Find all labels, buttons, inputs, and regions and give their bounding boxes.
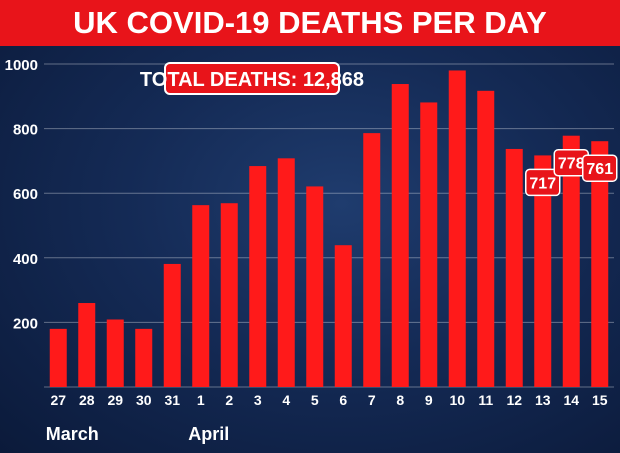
x-tick-label: 12: [506, 392, 522, 408]
total-deaths-box: [164, 62, 340, 95]
x-tick-label: 13: [535, 392, 551, 408]
x-tick-label: 11: [478, 392, 493, 408]
month-label: March: [46, 424, 99, 444]
x-tick-label: 27: [50, 392, 66, 408]
data-label: 778: [558, 156, 585, 173]
y-tick-label: 200: [13, 315, 38, 332]
x-tick-label: 4: [282, 392, 290, 408]
x-axis-tick-labels: 27 28 29 30 31 1 2 3 4 5 6 7 8 9 10 11 12 13 14 15: [50, 392, 607, 408]
x-tick-label: 1: [197, 392, 205, 408]
bar: [420, 102, 438, 387]
x-tick-label: 3: [254, 392, 262, 408]
total-deaths-text: TOTAL DEATHS: 12,868: [140, 69, 364, 91]
bar: [391, 84, 409, 387]
bar: [334, 245, 352, 387]
total-deaths-annotation: TOTAL DEATHS: 12,868: [140, 62, 364, 95]
x-tick-label: 7: [368, 392, 376, 408]
grid-lines: [44, 63, 614, 388]
bar: [135, 328, 153, 387]
bar: [49, 328, 67, 387]
x-tick-label: 6: [339, 392, 347, 408]
month-labels: March April: [46, 424, 230, 444]
bar: [277, 158, 295, 387]
title-banner: [0, 0, 620, 46]
y-tick-label: 600: [13, 186, 38, 203]
x-tick-label: 9: [425, 392, 433, 408]
bars: [49, 70, 609, 388]
month-label: April: [188, 424, 229, 444]
bar: [477, 90, 495, 388]
bar: [562, 135, 580, 387]
x-tick-label: 31: [164, 392, 180, 408]
y-tick-label: 1000: [5, 57, 38, 74]
y-tick-label: 800: [13, 122, 38, 139]
x-tick-label: 28: [79, 392, 95, 408]
bar: [192, 205, 210, 387]
bar: [505, 148, 523, 387]
x-tick-label: 29: [107, 392, 123, 408]
bar: [249, 166, 267, 387]
data-label: 717: [529, 175, 556, 192]
bar: [448, 70, 466, 388]
x-tick-label: 15: [592, 392, 608, 408]
y-axis-tick-labels: 200 400 600 800 1000: [5, 57, 38, 332]
x-tick-label: 30: [136, 392, 152, 408]
bar: [306, 186, 324, 387]
bar: [163, 263, 181, 387]
y-tick-label: 400: [13, 251, 38, 268]
data-label: 761: [586, 161, 613, 178]
bar: [591, 141, 609, 387]
bar: [363, 133, 381, 387]
bar: [106, 319, 124, 387]
data-label-box: [582, 154, 618, 182]
x-tick-label: 5: [311, 392, 319, 408]
x-tick-label: 10: [449, 392, 465, 408]
x-tick-label: 2: [225, 392, 233, 408]
x-tick-label: 14: [563, 392, 579, 408]
bar: [220, 203, 238, 387]
x-tick-label: 8: [396, 392, 404, 408]
chart-title: UK COVID-19 DEATHS PER DAY: [73, 5, 547, 40]
bar: [78, 303, 96, 387]
data-label-box: [525, 168, 561, 197]
bar: [534, 155, 552, 387]
